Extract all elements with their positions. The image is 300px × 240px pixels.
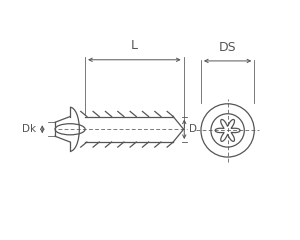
Text: D: D (189, 124, 197, 134)
Text: Dk: Dk (22, 124, 36, 134)
Text: DS: DS (219, 41, 236, 54)
Text: L: L (131, 39, 138, 52)
